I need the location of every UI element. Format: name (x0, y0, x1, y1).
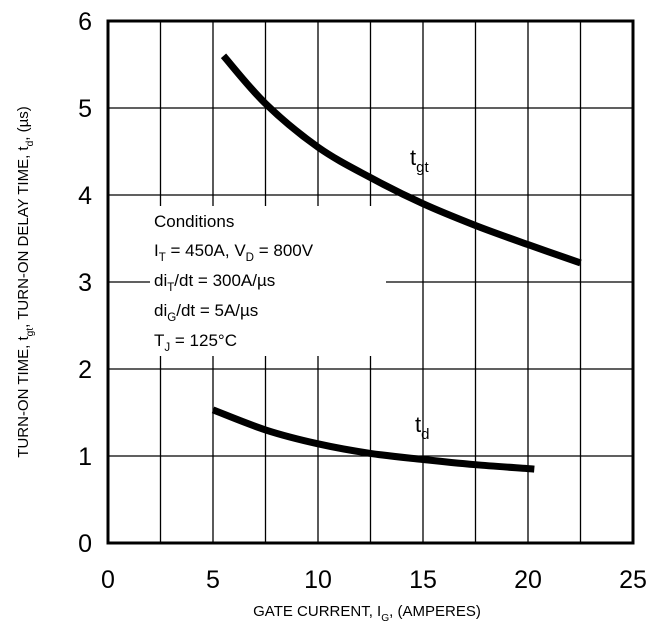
y-axis-label: TURN-ON TIME, tgt, TURN-ON DELAY TIME, t… (15, 106, 36, 457)
series-label-td: td (415, 412, 429, 443)
conditions-line-3: diG/dt = 5A/µs (154, 301, 258, 324)
conditions-line-1: IT = 450A, VD = 800V (154, 241, 314, 264)
y-tick-label: 4 (78, 182, 92, 210)
series-line-td (211, 406, 535, 473)
x-tick-label: 25 (619, 566, 647, 594)
y-tick-label: 1 (78, 443, 92, 471)
conditions-background (150, 206, 386, 356)
y-tick-label: 0 (78, 530, 92, 558)
series-label-tgt: tgt (410, 145, 429, 176)
conditions-title: Conditions (154, 212, 234, 231)
y-tick-label: 6 (78, 8, 92, 36)
plot-frame (106, 19, 635, 545)
conditions-line-2: diT/dt = 300A/µs (154, 271, 275, 294)
y-tick-label: 2 (78, 356, 92, 384)
y-ticks: 0 1 2 3 4 5 6 (78, 8, 92, 558)
series-layer (211, 53, 582, 473)
x-tick-label: 20 (514, 566, 542, 594)
x-tick-label: 0 (101, 566, 115, 594)
series-line-tgt (220, 53, 582, 267)
x-ticks: 0 5 10 15 20 25 (101, 566, 647, 594)
x-axis-label: GATE CURRENT, IG, (AMPERES) (253, 603, 481, 624)
x-tick-label: 15 (409, 566, 437, 594)
y-tick-label: 5 (78, 95, 92, 123)
x-tick-label: 10 (304, 566, 332, 594)
conditions-annotation: Conditions IT = 450A, VD = 800V diT/dt =… (154, 212, 314, 354)
conditions-line-4: TJ = 125°C (154, 331, 237, 354)
x-tick-label: 5 (206, 566, 220, 594)
y-tick-label: 3 (78, 269, 92, 297)
